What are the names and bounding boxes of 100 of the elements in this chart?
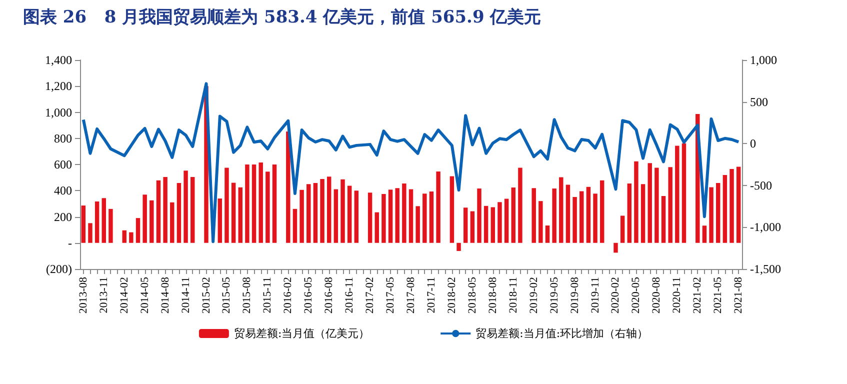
x-tick-label: 2015-02 xyxy=(200,277,212,314)
bar xyxy=(102,198,106,243)
x-tick-label: 2019-02 xyxy=(528,277,540,314)
x-tick-label: 2021-02 xyxy=(692,277,704,314)
x-tick-label: 2013-08 xyxy=(77,276,90,314)
x-tick-label: 2016-02 xyxy=(282,277,294,314)
bar xyxy=(730,168,734,243)
x-tick-label: 2016-11 xyxy=(344,277,356,314)
bar xyxy=(190,177,195,243)
chart-title: 图表 26 8 月我国贸易顺差为 583.4 亿美元，前值 565.9 亿美元 xyxy=(23,8,542,28)
x-tick-label: 2014-11 xyxy=(180,277,192,314)
bar xyxy=(682,143,686,243)
bar xyxy=(163,177,168,243)
bar xyxy=(245,164,250,243)
x-tick-label: 2017-05 xyxy=(384,276,397,314)
x-tick-label: 2020-02 xyxy=(610,277,622,314)
bar xyxy=(511,187,516,243)
bar xyxy=(238,187,242,243)
bar xyxy=(450,176,454,243)
bar xyxy=(668,167,672,243)
x-tick-label: 2015-11 xyxy=(262,277,274,314)
x-tick-label: 2018-08 xyxy=(486,276,499,314)
bar xyxy=(477,188,482,243)
bar xyxy=(416,206,420,243)
y2-tick-label: 500 xyxy=(750,94,768,109)
bar xyxy=(538,201,543,243)
x-tick-label: 2020-05 xyxy=(630,276,642,314)
y2-tick-label: 1,000 xyxy=(750,53,777,67)
y2-tick-label: -500 xyxy=(750,178,772,192)
bar xyxy=(170,202,174,243)
x-tick-label: 2017-02 xyxy=(364,277,376,314)
bar xyxy=(218,198,222,243)
bar xyxy=(326,176,332,243)
bar xyxy=(456,242,461,251)
bar xyxy=(675,146,680,243)
bar xyxy=(340,179,345,243)
bar xyxy=(736,166,741,243)
bar xyxy=(122,230,126,243)
bar xyxy=(231,182,236,243)
bar xyxy=(559,177,564,243)
bar xyxy=(504,198,509,243)
bar xyxy=(334,189,338,243)
bar xyxy=(136,218,140,243)
y-tick-label: - xyxy=(68,236,72,250)
bar xyxy=(368,192,372,243)
y-tick-label: 800 xyxy=(54,131,72,146)
y2-tick-label: -1,500 xyxy=(750,262,781,276)
bar xyxy=(388,190,393,243)
bar xyxy=(702,226,707,243)
bar xyxy=(272,164,277,243)
bar xyxy=(306,184,311,243)
bar xyxy=(586,186,591,243)
line-series xyxy=(82,82,740,244)
bar xyxy=(532,188,536,243)
bar xyxy=(224,168,229,243)
bar xyxy=(661,196,666,243)
bar xyxy=(292,208,298,243)
x-tick-label: 2014-08 xyxy=(159,276,172,314)
bar xyxy=(354,190,359,243)
x-tick-label: 2020-11 xyxy=(671,277,684,314)
bar xyxy=(614,242,618,253)
bar xyxy=(709,187,714,243)
bar xyxy=(429,192,434,243)
bar xyxy=(382,194,386,243)
bar xyxy=(258,162,263,243)
legend-label: 贸易差额:当月值:环比增加（右轴） xyxy=(476,327,648,340)
x-tick-label: 2018-11 xyxy=(507,277,520,314)
bar xyxy=(490,207,496,243)
bar xyxy=(463,208,468,243)
y-tick-label: 1,400 xyxy=(45,53,72,67)
bar xyxy=(566,184,570,243)
bar xyxy=(81,206,86,243)
bar xyxy=(572,197,577,243)
bar xyxy=(266,172,270,243)
bar xyxy=(286,131,290,243)
bar xyxy=(498,202,502,243)
bar xyxy=(156,180,161,243)
bar xyxy=(552,188,556,243)
x-tick-label: 2019-11 xyxy=(589,277,602,314)
bar xyxy=(593,194,598,243)
x-tick-label: 2017-11 xyxy=(425,277,438,314)
y-tick-label: (200) xyxy=(46,262,72,276)
y-tick-label: 200 xyxy=(54,210,72,224)
bar xyxy=(484,206,488,243)
bar xyxy=(129,232,134,243)
x-tick-label: 2019-05 xyxy=(548,276,560,314)
x-tick-label: 2015-05 xyxy=(220,276,233,314)
bar xyxy=(470,211,475,243)
x-tick-label: 2019-08 xyxy=(568,276,581,314)
bar xyxy=(580,191,584,243)
bar xyxy=(648,163,652,243)
x-tick-label: 2016-08 xyxy=(323,276,336,314)
bar xyxy=(422,194,427,243)
bar xyxy=(313,183,318,243)
x-tick-label: 2014-02 xyxy=(118,277,130,314)
x-tick-label: 2018-02 xyxy=(446,277,458,314)
y-tick-label: 1,200 xyxy=(45,79,72,94)
bar xyxy=(94,201,100,243)
bar xyxy=(374,212,379,243)
bar xyxy=(545,226,550,243)
